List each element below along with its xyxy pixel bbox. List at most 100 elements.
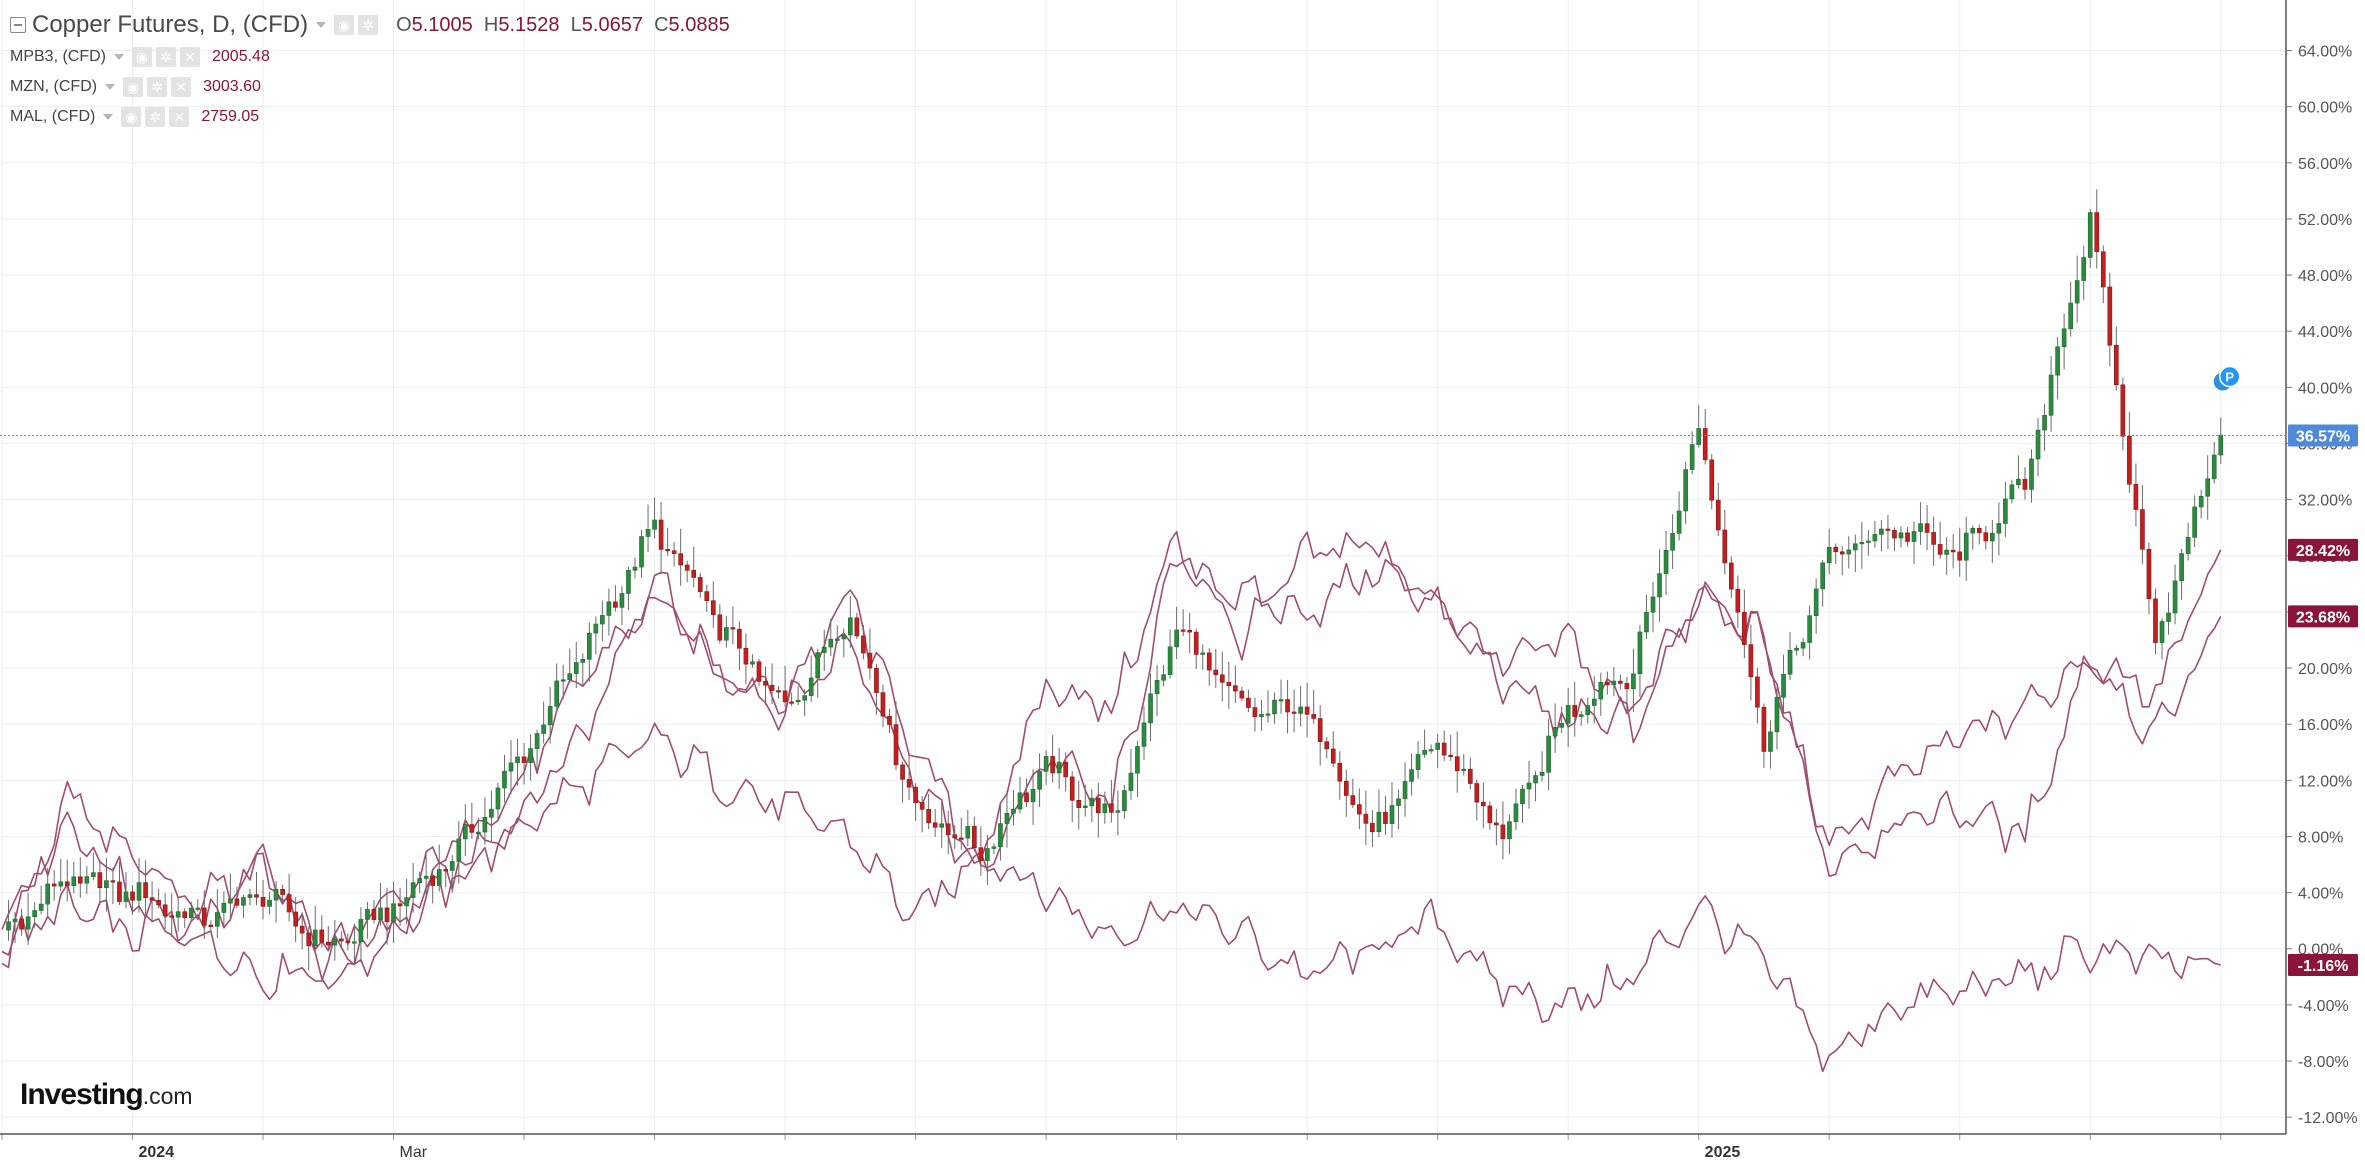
candle-body <box>1069 776 1075 801</box>
compare-name[interactable]: MAL, (CFD) <box>10 108 96 125</box>
candle <box>1742 589 1747 659</box>
price-badge-bg <box>2288 954 2358 977</box>
candle <box>136 857 142 913</box>
compare-name[interactable]: MZN, (CFD) <box>10 78 98 95</box>
candle <box>91 852 96 881</box>
candle <box>919 796 925 833</box>
candle-body <box>1441 742 1447 756</box>
candle <box>1657 549 1662 622</box>
candle <box>1017 776 1023 814</box>
visibility-icon[interactable]: ◉ <box>121 107 142 127</box>
candle <box>1572 681 1578 737</box>
candle-body <box>2087 212 2093 258</box>
candle <box>2100 245 2106 304</box>
candle <box>436 844 442 892</box>
candle <box>1761 703 1767 768</box>
candle-body <box>913 786 918 803</box>
candle-body <box>1115 810 1121 813</box>
chevron-down-icon[interactable] <box>114 54 124 60</box>
y-tick-label: 16.00% <box>2298 717 2352 734</box>
price-badge: 23.68% <box>2288 605 2358 628</box>
visibility-icon[interactable]: ◉ <box>123 77 144 97</box>
gear-icon[interactable]: ✲ <box>145 107 166 127</box>
candle-body <box>443 869 449 872</box>
candle <box>586 622 592 682</box>
candle-body <box>1193 631 1199 655</box>
candle-body <box>560 679 566 682</box>
candle-body <box>45 883 51 905</box>
price-badge-bg <box>2288 424 2358 447</box>
candle <box>378 883 383 926</box>
chevron-down-icon[interactable] <box>316 22 327 28</box>
candle-body <box>1461 768 1467 772</box>
candle-body <box>1082 805 1088 808</box>
candle <box>1918 502 1923 545</box>
candle-body <box>404 897 409 907</box>
gear-icon[interactable]: ✲ <box>358 15 379 35</box>
candle-body <box>1011 808 1016 814</box>
candle <box>750 654 755 668</box>
y-tick-label: 4.00% <box>2298 886 2343 903</box>
candle <box>201 890 207 939</box>
candle-body <box>2185 537 2191 554</box>
candle <box>1213 648 1219 688</box>
investing-logo[interactable]: Investing.com <box>20 1078 193 1112</box>
candle <box>1219 651 1225 702</box>
candle-body <box>1435 742 1440 750</box>
candle <box>2133 463 2139 527</box>
gear-icon[interactable]: ✲ <box>147 77 168 97</box>
visibility-icon[interactable]: ◉ <box>132 47 152 67</box>
collapse-legend-icon[interactable] <box>10 17 26 33</box>
price-badge-bg <box>2288 605 2358 628</box>
candle <box>1892 527 1897 552</box>
candle <box>267 891 272 915</box>
candle-body <box>391 903 396 923</box>
candle-body <box>1226 682 1232 687</box>
candle-body <box>1219 674 1225 683</box>
candle <box>1702 408 1708 465</box>
close-icon[interactable]: ✕ <box>180 47 200 67</box>
candle-body <box>613 601 618 608</box>
close-icon[interactable]: ✕ <box>171 77 192 97</box>
candle <box>932 809 938 837</box>
candle-body <box>1500 824 1506 840</box>
candle <box>1317 705 1323 766</box>
candle-body <box>1311 714 1316 719</box>
visibility-icon[interactable]: ◉ <box>334 15 355 35</box>
candle-body <box>1259 714 1264 718</box>
candle <box>834 625 840 644</box>
chevron-down-icon[interactable] <box>105 84 116 90</box>
candle <box>1357 788 1362 830</box>
candle-body <box>1246 697 1251 708</box>
candle-body <box>1539 771 1545 776</box>
chevron-down-icon[interactable] <box>103 114 114 120</box>
candle-body <box>593 623 599 634</box>
candle <box>1148 673 1153 742</box>
candle <box>1363 790 1369 846</box>
candle <box>2074 255 2080 323</box>
low-value: 5.0657 <box>581 13 643 36</box>
candle <box>1990 520 1995 563</box>
close-icon[interactable]: ✕ <box>169 107 190 127</box>
candle-body <box>998 823 1003 848</box>
candle <box>1611 667 1617 697</box>
main-series-title[interactable]: Copper Futures, D, (CFD) <box>32 11 309 38</box>
candle-body <box>1494 822 1499 826</box>
candle-body <box>906 779 912 788</box>
compare-value: 2759.05 <box>201 108 260 125</box>
compare-name[interactable]: MPB3, (CFD) <box>10 48 106 65</box>
gear-icon[interactable]: ✲ <box>156 47 176 67</box>
candle-body <box>789 701 794 704</box>
candle <box>1546 718 1551 790</box>
candle-body <box>2133 483 2139 510</box>
candle <box>1983 525 1989 550</box>
candle-body <box>1990 532 1995 542</box>
candle <box>2087 208 2093 268</box>
candle-body <box>19 918 24 930</box>
candle-body <box>1213 669 1219 676</box>
candle-body <box>769 684 775 691</box>
candle-body <box>1670 533 1675 551</box>
candle <box>1298 685 1303 727</box>
candle-body <box>1650 596 1656 613</box>
